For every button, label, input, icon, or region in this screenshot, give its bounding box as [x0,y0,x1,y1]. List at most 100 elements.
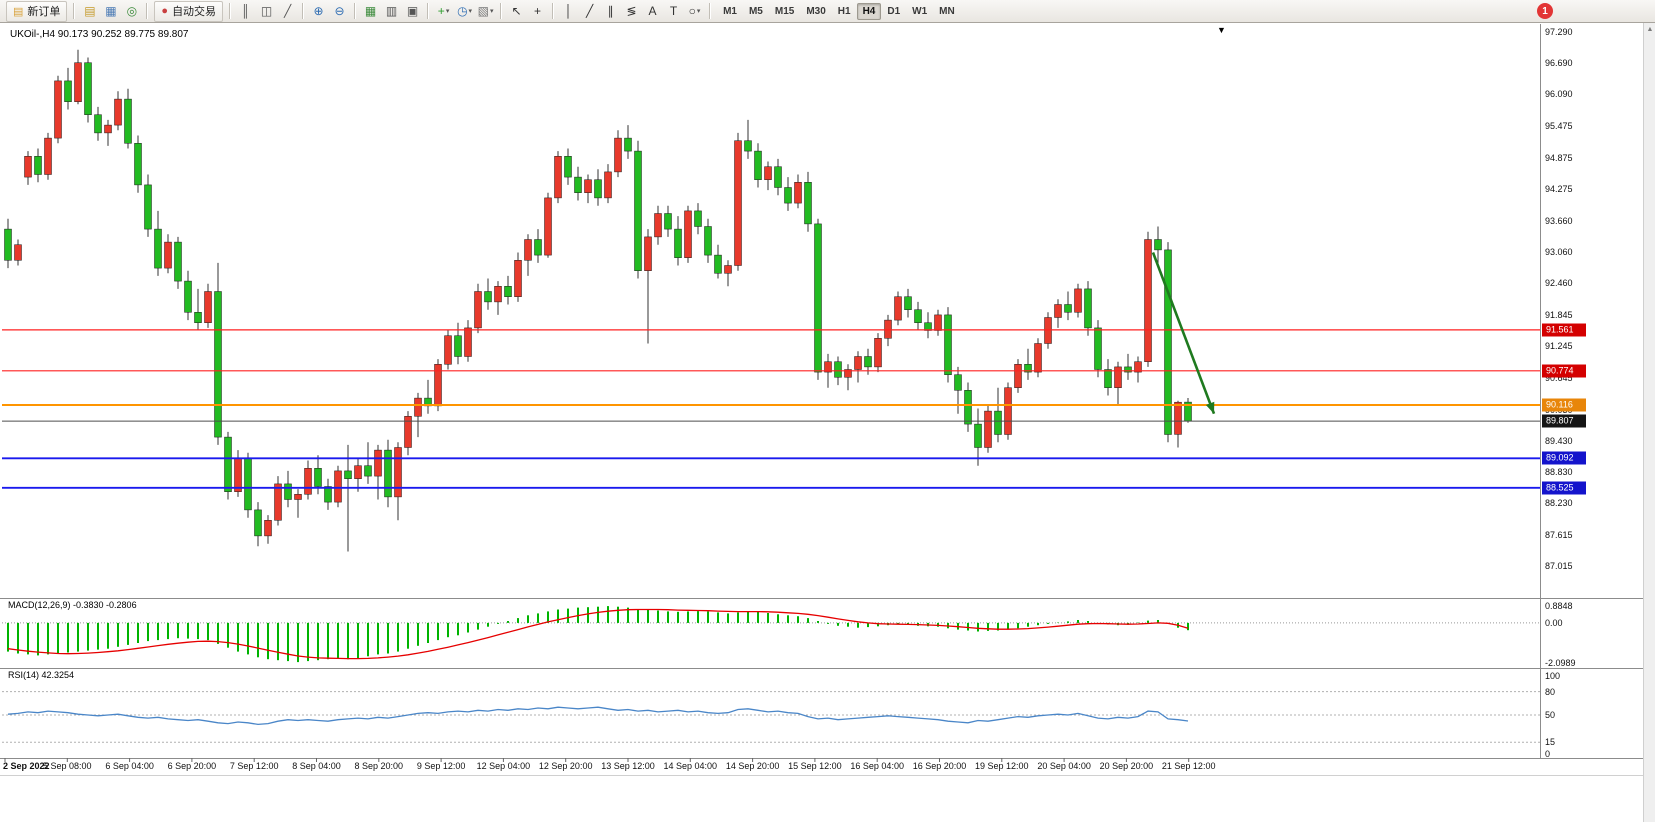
candle [594,179,602,199]
timeframe-MN[interactable]: MN [939,5,955,17]
candle [744,140,752,152]
market-watch-icon[interactable]: ▤ [79,1,100,22]
cursor-icon[interactable]: ↖ [506,1,527,22]
candle [564,156,572,178]
candle [794,182,802,204]
rsi-axis-label: 50 [1545,710,1556,720]
timeframe-M15[interactable]: M15 [774,5,795,17]
candle [704,226,712,256]
vertical-line-icon: │ [564,4,573,18]
candle [104,124,112,134]
data-window-icon: ▦ [105,4,117,18]
arrow-head [1205,401,1215,414]
vertical-scrollbar[interactable]: ▲ [1643,23,1655,822]
price-lines-layer[interactable] [2,329,1540,489]
autotrading-button-label: 自动交易 [172,6,217,18]
zoom-in-icon[interactable]: ⊕ [308,1,329,22]
text-label-icon[interactable]: T [663,1,684,22]
time-axis-label: 14 Sep 20:00 [725,761,780,771]
dropdown-arrow-icon: ▾ [468,8,473,15]
price-axis-label: 89.430 [1545,435,1573,446]
time-axis-label: 2 Sep 2022 [3,761,50,771]
fibonacci-icon[interactable]: ≶ [621,1,642,22]
price-axis-label: 96.090 [1545,89,1573,100]
rsi-axis-label: 0 [1545,749,1551,759]
candle [404,416,412,448]
vertical-line-icon[interactable]: │ [558,1,579,22]
price-axis-label: 91.245 [1545,341,1573,352]
candle [224,436,232,492]
candle [334,470,342,503]
periods-icon[interactable]: ◷ ▾ [454,1,475,22]
candle [904,296,912,310]
candle [984,410,992,448]
candle [814,223,822,373]
candle [994,410,1002,435]
candle [804,182,812,225]
candle [774,166,782,188]
candle [964,390,972,425]
candle [1174,401,1182,435]
candle [474,291,482,329]
line-chart-icon[interactable]: ╱ [277,1,298,22]
timeframe-M30[interactable]: M30 [806,5,826,17]
candle [1114,366,1122,388]
price-axis-label: 96.690 [1545,58,1573,69]
candle [664,213,672,230]
text-icon[interactable]: A [642,1,663,22]
candle [364,465,372,477]
equidistant-channel-icon[interactable]: ∥ [600,1,621,22]
candle [484,291,492,303]
candles-layer [4,49,1192,552]
candle [284,483,292,500]
notification-badge[interactable]: 1 [1537,3,1553,19]
candle [384,449,392,498]
candle [304,468,312,495]
new-order-button[interactable]: ▤ 新订单 [6,0,68,22]
price-tag-88.525: 88.525 [1542,481,1586,495]
candle [954,374,962,391]
toolbar-items: ▤ 新订单 ▤ ▦ ◎ ● 自动交易 ║ ◫ ╱ ⊕ ⊖ ▦ ▥ ▣ + ▾ ◷ ▾ ▧ ▾ ↖ + │ ╱ ∥ ≶ A T ○ ▾ [4,0,715,22]
timeframe-M5[interactable]: M5 [748,5,763,17]
price-tag-89.092: 89.092 [1542,451,1586,465]
candlestick-chart-icon[interactable]: ◫ [256,1,277,22]
arrange-charts-icon[interactable]: ▥ [381,1,402,22]
line-chart-icon: ╱ [283,4,292,18]
toolbar-separator [709,3,712,19]
crosshair-icon[interactable]: + [527,1,548,22]
time-axis-label: 20 Sep 20:00 [1099,761,1154,771]
candle [724,265,732,274]
navigator-icon[interactable]: ◎ [121,1,142,22]
trendline-icon[interactable]: ╱ [579,1,600,22]
candle [644,236,652,271]
cascade-charts-icon[interactable]: ▣ [402,1,423,22]
autotrading-button[interactable]: ● 自动交易 [154,0,224,22]
candle [454,335,462,357]
chart-shift-marker[interactable]: ▼ [1217,25,1226,35]
data-window-icon[interactable]: ▦ [100,1,121,22]
price-axis-label: 97.290 [1545,27,1573,37]
timeframe-H4[interactable]: H4 [856,2,882,20]
candle [294,494,302,500]
candle [194,312,202,323]
crosshair-icon: + [534,4,542,18]
dropdown-arrow-icon: ▾ [489,8,494,15]
candle [44,137,52,175]
timeframe-D1[interactable]: D1 [887,5,901,17]
templates-icon[interactable]: ▧ ▾ [475,1,496,22]
timeframe-H1[interactable]: H1 [837,5,851,17]
indicators-icon[interactable]: + ▾ [433,1,454,22]
trendline-icon: ╱ [585,4,594,18]
shapes-icon[interactable]: ○ ▾ [684,1,705,22]
candle [504,286,512,297]
scroll-up-icon[interactable]: ▲ [1646,26,1654,33]
zoom-out-icon[interactable]: ⊖ [329,1,350,22]
arrow-annotation[interactable] [1151,252,1216,415]
timeframe-W1[interactable]: W1 [912,5,928,17]
bars-chart-icon[interactable]: ║ [235,1,256,22]
timeframe-M1[interactable]: M1 [723,5,737,17]
candle [1064,304,1072,313]
tile-windows-icon[interactable]: ▦ [360,1,381,22]
toolbar-separator [500,3,503,19]
